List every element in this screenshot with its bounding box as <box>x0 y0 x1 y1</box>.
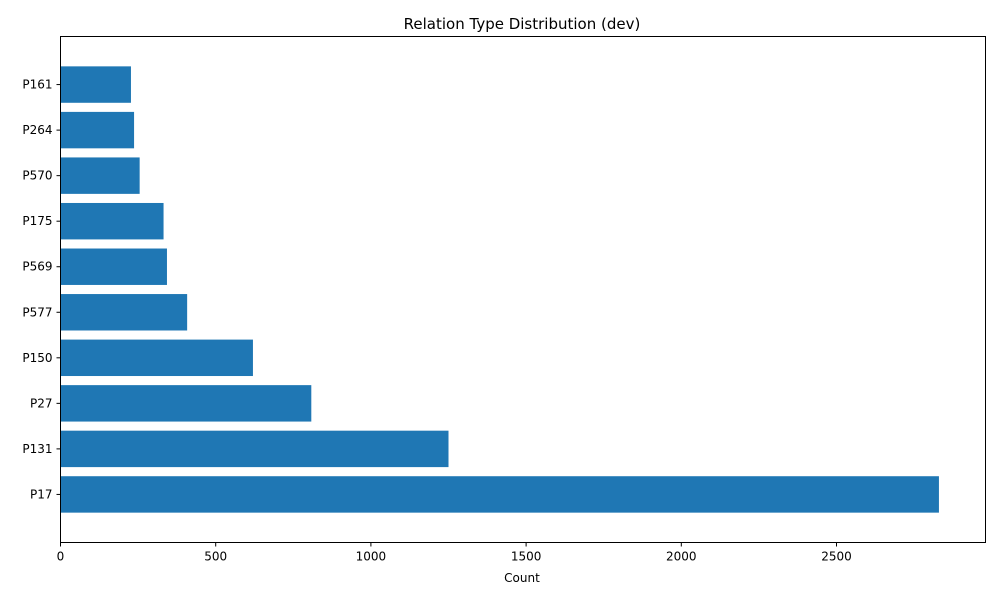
chart-title: Relation Type Distribution (dev) <box>404 15 641 33</box>
x-axis-label: Count <box>504 571 540 585</box>
bar-P131 <box>60 430 449 468</box>
y-tick-label: P17 <box>30 487 53 501</box>
bar-P175 <box>60 202 164 240</box>
y-tick-label: P577 <box>22 305 52 319</box>
x-tick-label: 2500 <box>821 550 852 564</box>
x-tick-label: 0 <box>57 550 65 564</box>
bar-P569 <box>60 248 167 285</box>
bar-P27 <box>60 385 312 422</box>
y-tick-label: P569 <box>22 260 52 274</box>
y-tick-label: P175 <box>22 214 52 228</box>
y-tick-label: P264 <box>22 123 52 137</box>
bar-P570 <box>60 157 140 194</box>
plot-frame <box>60 36 986 543</box>
y-tick-label: P27 <box>30 396 53 410</box>
y-tick-label: P131 <box>22 442 52 456</box>
y-axis-ticks: P17 P131 P27 P150 P577 P569 P175 P570 P264 P161 <box>22 78 61 501</box>
bar-P150 <box>60 339 253 377</box>
bars-group <box>60 66 939 513</box>
x-axis-ticks: 0 500 1000 1500 2000 2500 <box>57 542 852 564</box>
x-tick-label: 1000 <box>356 550 387 564</box>
x-tick-label: 2000 <box>666 550 697 564</box>
y-tick-label: P570 <box>22 169 52 183</box>
x-tick-label: 1500 <box>511 550 542 564</box>
bar-P264 <box>60 111 135 149</box>
y-tick-label: P150 <box>22 351 52 365</box>
x-tick-label: 500 <box>204 550 227 564</box>
bar-P17 <box>60 476 939 513</box>
y-tick-label: P161 <box>22 78 52 92</box>
bar-P161 <box>60 66 131 103</box>
bar-P577 <box>60 294 188 331</box>
